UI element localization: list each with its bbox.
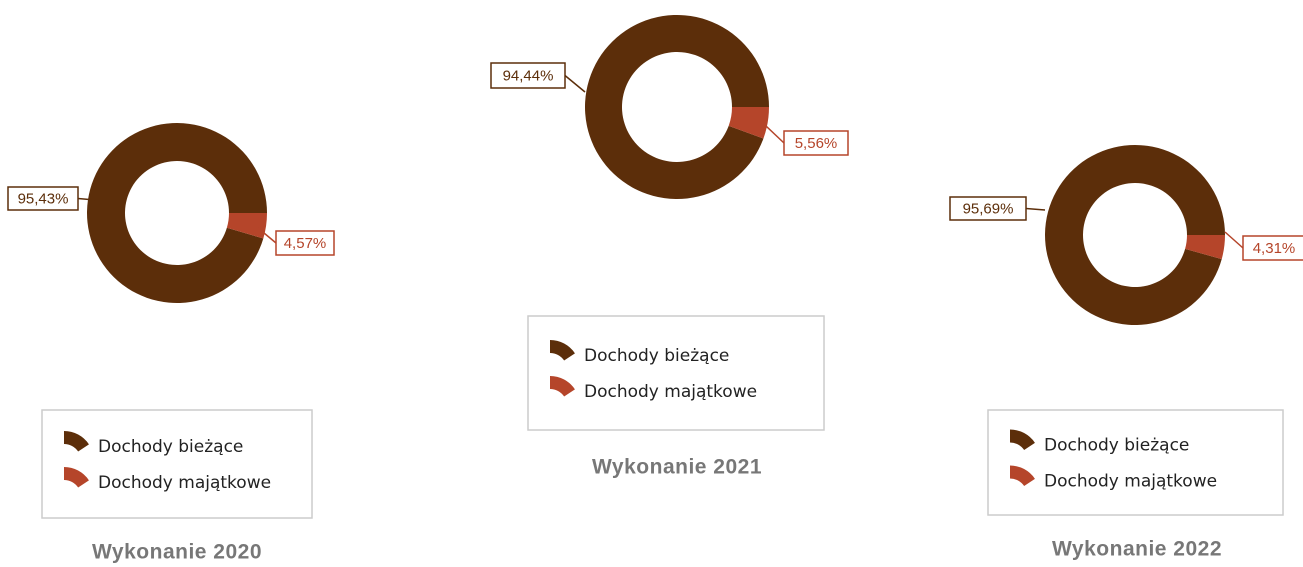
label-box <box>949 196 1027 221</box>
data-label: 94,44% <box>503 67 554 84</box>
chart-title: Wykonanie 2021 <box>592 456 762 479</box>
legend-box <box>527 315 825 431</box>
legend-icon <box>64 431 89 452</box>
legend-label: Dochody majątkowe <box>584 382 757 402</box>
label-box <box>1242 235 1303 261</box>
legend-label: Dochody bieżące <box>584 346 729 366</box>
data-label: 5,56% <box>795 135 838 152</box>
legend-label: Dochody bieżące <box>98 437 243 457</box>
label-box <box>275 230 335 256</box>
leader-line <box>1224 231 1244 249</box>
legend-icon <box>550 340 575 361</box>
donut-chart: 95,69% 4,31% Dochody bieżące Dochody majątk… <box>949 144 1303 561</box>
leader-line <box>564 74 586 93</box>
donut-slice <box>585 15 769 200</box>
data-label: 95,69% <box>963 200 1014 217</box>
leader-line <box>77 197 96 201</box>
legend-icon <box>64 467 89 488</box>
donut-slice <box>226 213 267 239</box>
legend-icon <box>1010 429 1035 451</box>
legend-icon <box>1010 465 1035 487</box>
chart-title: Wykonanie 2020 <box>92 541 262 564</box>
label-box <box>7 186 79 211</box>
leader-line <box>765 125 785 144</box>
donut-slice <box>1045 144 1225 325</box>
legend-icon <box>550 376 575 397</box>
legend-box <box>41 409 313 519</box>
legend-label: Dochody bieżące <box>1044 436 1189 456</box>
legend-label: Dochody majątkowe <box>98 473 271 493</box>
label-box <box>783 130 849 156</box>
data-label: 95,43% <box>18 190 69 207</box>
data-label: 4,31% <box>1253 240 1296 257</box>
donut-chart: 94,44% 5,56% Dochody bieżące Dochody majątk… <box>490 15 849 479</box>
leader-line <box>1025 207 1046 211</box>
donut-slice <box>87 122 268 303</box>
legend-label: Dochody majątkowe <box>1044 472 1217 492</box>
legend-box <box>987 409 1284 516</box>
chart-title: Wykonanie 2022 <box>1052 538 1222 561</box>
donut-slice <box>728 107 769 139</box>
leader-line <box>257 227 277 244</box>
data-label: 4,57% <box>284 235 327 252</box>
donut-slice <box>1185 235 1225 260</box>
label-box <box>490 62 566 89</box>
donut-chart: 95,43% 4,57% Dochody bieżące Dochody majątk… <box>7 122 335 564</box>
